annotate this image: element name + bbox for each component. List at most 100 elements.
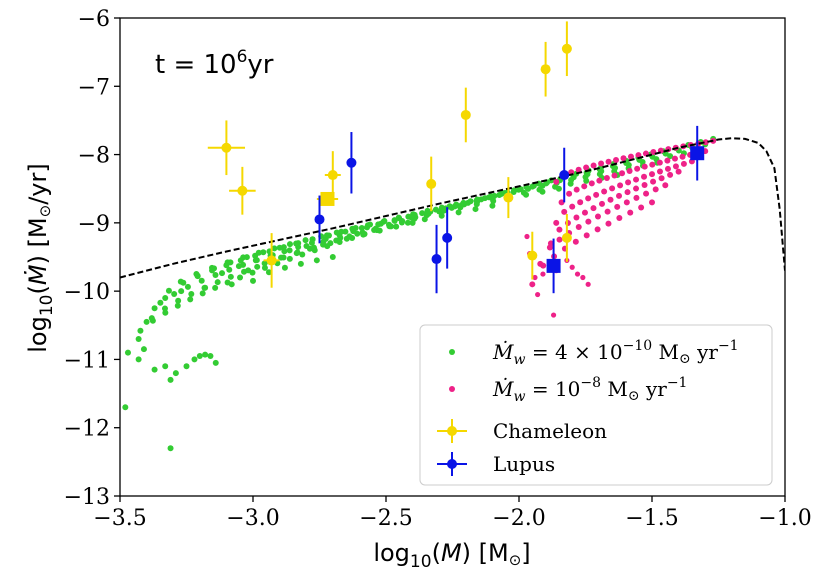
wind-low-point (667, 153, 674, 160)
wind-low-point (228, 281, 235, 288)
wind-high-point (638, 204, 645, 211)
wind-low-point (199, 290, 206, 297)
wind-high-point (616, 215, 623, 222)
lupus-point (314, 214, 325, 225)
lupus-point (346, 157, 357, 168)
wind-high-point (607, 196, 614, 203)
wind-high-point (561, 208, 568, 215)
wind-high-point (553, 219, 560, 226)
wind-low-point (360, 231, 367, 238)
y-tick-label: −12 (64, 417, 110, 442)
wind-low-point (432, 206, 439, 213)
wind-low-point (212, 284, 219, 291)
wind-low-point (191, 356, 198, 363)
wind-low-point (302, 237, 309, 244)
wind-low-point (337, 234, 344, 241)
wind-high-point (585, 281, 591, 287)
wind-high-point (540, 271, 546, 277)
wind-low-point (252, 257, 259, 264)
wind-low-point (207, 353, 214, 360)
chameleon-point (540, 64, 551, 75)
wind-high-point (671, 155, 678, 162)
wind-low-point (358, 224, 365, 231)
wind-high-point (641, 182, 648, 189)
wind-low-point (455, 209, 462, 216)
wind-low-point (393, 223, 400, 230)
time-annotation: t = 106yr (155, 47, 274, 80)
wind-low-point (151, 366, 158, 373)
wind-high-point (598, 200, 605, 207)
wind-low-point (171, 291, 178, 298)
y-tick-label: −11 (64, 348, 110, 373)
wind-high-point (634, 165, 641, 172)
chameleon-point (266, 255, 277, 266)
wind-high-point (649, 161, 656, 168)
chameleon-point (561, 232, 572, 243)
wind-low-point (261, 260, 268, 267)
wind-low-point (510, 188, 517, 195)
wind-low-point (309, 236, 316, 243)
legend-marker-wind-low (449, 349, 455, 355)
wind-high-point (616, 192, 623, 199)
y-tick-label: −10 (64, 280, 110, 305)
wind-high-point (574, 271, 581, 277)
wind-high-point (667, 171, 674, 178)
wind-low-point (473, 201, 480, 208)
wind-low-point (178, 288, 185, 295)
wind-low-point (219, 270, 226, 277)
y-tick-label: −8 (78, 144, 110, 169)
wind-high-point (553, 178, 560, 185)
chameleon-point (221, 142, 232, 153)
wind-low-point (188, 291, 195, 298)
wind-low-point (467, 198, 474, 205)
wind-low-point (299, 251, 306, 258)
wind-high-point (601, 188, 608, 195)
wind-high-point (633, 185, 640, 192)
wind-low-point (250, 277, 256, 284)
wind-low-point (297, 260, 304, 267)
wind-high-point (627, 153, 634, 160)
wind-low-point (404, 219, 411, 226)
wind-low-point (187, 296, 194, 303)
wind-low-point (408, 214, 415, 221)
wind-high-point (625, 179, 632, 186)
wind-high-point (590, 205, 597, 212)
wind-low-point (143, 318, 150, 325)
wind-high-point (556, 236, 563, 243)
wind-high-point (680, 160, 687, 167)
legend-marker-lupus (437, 452, 467, 476)
wind-high-point (594, 226, 601, 233)
wind-high-point (577, 199, 584, 206)
wind-low-point (349, 225, 356, 232)
wind-high-point (619, 170, 626, 177)
wind-high-point (572, 238, 579, 245)
wind-low-point (342, 228, 349, 235)
wind-low-point (235, 263, 242, 270)
y-tick-label: −6 (78, 7, 110, 32)
wind-high-point (556, 226, 563, 233)
wind-low-point (227, 273, 234, 280)
wind-low-point (313, 257, 320, 264)
wind-high-point (679, 153, 686, 160)
wind-low-point (161, 305, 168, 312)
plot-frame (119, 17, 786, 497)
wind-high-point (596, 177, 603, 184)
wind-low-point (271, 245, 278, 252)
wind-high-point (620, 155, 627, 162)
wind-low-point (583, 177, 590, 184)
x-tick-label: −3.5 (93, 506, 146, 531)
legend-label-wind-high: Ṁw = 10−8 M⊙ yr−1 (492, 375, 687, 405)
wind-low-point (424, 210, 431, 217)
y-tick-label: −13 (64, 485, 110, 510)
wind-low-point (567, 180, 574, 187)
wind-high-point (535, 291, 541, 298)
wind-high-point (573, 186, 580, 193)
wind-high-point (532, 274, 538, 281)
wind-high-point (593, 191, 600, 198)
y-axis: −13 −12 −11 −10 −9 −8 −7 −6 (64, 7, 120, 510)
wind-high-point (649, 171, 655, 178)
wind-high-point (590, 162, 597, 169)
wind-high-point (627, 209, 634, 216)
wind-low-point (162, 363, 169, 370)
wind-low-point (172, 370, 179, 377)
